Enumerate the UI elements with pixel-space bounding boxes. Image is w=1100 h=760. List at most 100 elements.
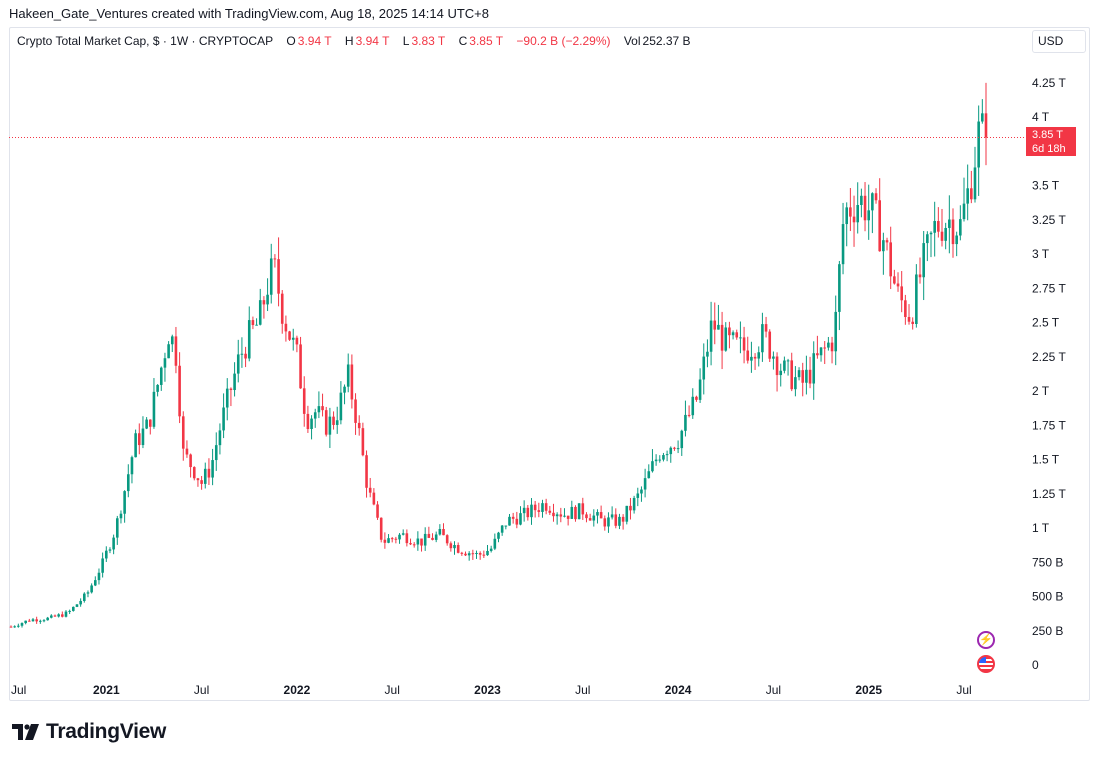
candle-down — [559, 514, 563, 517]
candle-down — [185, 448, 189, 455]
candle-up — [343, 386, 346, 393]
candle-up — [203, 468, 207, 484]
candle-up — [94, 580, 97, 586]
tradingview-logo-icon — [12, 724, 39, 740]
legend-high-label: H — [344, 34, 354, 48]
flash-icon[interactable]: ⚡ — [977, 631, 995, 649]
candle-down — [566, 515, 570, 519]
x-tick-label: Jul — [385, 683, 400, 697]
candle-up — [339, 392, 343, 421]
y-tick-label: 1.25 T — [1032, 487, 1066, 501]
candle-down — [574, 506, 577, 520]
candle-up — [654, 459, 658, 462]
candle-up — [973, 167, 977, 200]
candle-down — [768, 331, 772, 359]
candle-up — [761, 324, 764, 353]
candle-up — [676, 448, 680, 450]
last-price-value: 3.85 T — [1032, 129, 1063, 141]
candle-up — [46, 617, 49, 621]
legend-high-value: 3.94 T — [355, 34, 390, 48]
tradingview-logo: TradingView — [12, 720, 166, 744]
candle-down — [35, 619, 38, 622]
candle-down — [746, 350, 750, 361]
candle-up — [860, 195, 863, 205]
candle-up — [709, 320, 713, 352]
y-tick-label: 250 B — [1032, 624, 1063, 638]
y-axis: 0 250 B 500 B 750 B 1 T 1.25 T 1.5 T 1.75 T 2 T 2… — [1032, 76, 1066, 672]
y-tick-label: 4 T — [1032, 110, 1050, 124]
candle-up — [669, 447, 673, 455]
x-tick-label: Jul — [766, 683, 781, 697]
candle-down — [273, 258, 277, 260]
candle-down — [368, 487, 372, 493]
candle-down — [970, 188, 973, 200]
candle-up — [625, 505, 629, 522]
candle-up — [79, 600, 82, 605]
candle-down — [251, 320, 255, 326]
candle-down — [585, 514, 588, 519]
candle-down — [603, 518, 607, 527]
candle-up — [291, 337, 295, 340]
candles — [9, 82, 988, 628]
candle-up — [475, 552, 478, 555]
candle-up — [977, 121, 980, 168]
candle-down — [720, 324, 724, 351]
candle-up — [926, 234, 929, 244]
candle-down — [361, 428, 365, 456]
legend-symbol[interactable]: Crypto Total Market Cap, $ · 1W · CRYPTO… — [17, 34, 274, 48]
candle-down — [460, 552, 464, 554]
candle-down — [673, 447, 676, 449]
us-flag-icon[interactable] — [977, 655, 995, 673]
legend-low-value: 3.83 T — [411, 34, 446, 48]
candle-up — [57, 614, 60, 617]
candle-up — [24, 620, 27, 624]
candle-down — [896, 283, 900, 287]
candle-up — [739, 337, 742, 339]
chart-canvas[interactable]: 0 250 B 500 B 750 B 1 T 1.25 T 1.5 T 1.75 T 2 T 2… — [9, 27, 1090, 701]
candle-down — [852, 216, 856, 223]
candle-down — [196, 478, 200, 481]
bar-countdown: 6d 18h — [1032, 143, 1066, 155]
candle-down — [713, 320, 717, 330]
candle-up — [31, 619, 35, 622]
candle-up — [922, 243, 925, 278]
candle-down — [324, 410, 328, 435]
candle-up — [500, 525, 504, 533]
candle-up — [119, 513, 123, 519]
candle-up — [152, 391, 156, 427]
candle-up — [783, 360, 786, 371]
candle-up — [269, 258, 273, 295]
legend-close-label: C — [458, 34, 468, 48]
candle-up — [317, 406, 321, 413]
candle-down — [526, 507, 530, 518]
legend-volume-label: Vol — [623, 34, 641, 48]
candle-down — [431, 537, 434, 540]
candle-up — [86, 592, 90, 594]
candle-up — [757, 352, 761, 359]
y-tick-label: 1.5 T — [1032, 453, 1060, 467]
candle-up — [346, 364, 350, 387]
candle-up — [112, 537, 115, 550]
candle-down — [695, 396, 698, 400]
candle-down — [299, 344, 302, 389]
y-tick-label: 3.5 T — [1032, 179, 1060, 193]
candle-up — [13, 626, 16, 628]
candle-up — [838, 264, 841, 312]
legend-open-label: O — [286, 34, 296, 48]
candle-down — [588, 518, 592, 521]
candle-up — [717, 324, 720, 330]
candle-up — [115, 518, 119, 538]
candle-down — [181, 416, 185, 449]
candle-down — [830, 342, 834, 352]
candle-up — [530, 504, 533, 518]
candle-down — [379, 517, 383, 540]
y-tick-label: 0 — [1032, 658, 1039, 672]
y-tick-label: 2.25 T — [1032, 350, 1066, 364]
candle-up — [684, 414, 687, 431]
currency-button[interactable]: USD — [1032, 30, 1086, 53]
candle-up — [225, 388, 229, 408]
candle-down — [189, 454, 192, 468]
candle-up — [310, 418, 313, 430]
candle-up — [563, 515, 566, 517]
y-tick-label: 500 B — [1032, 590, 1063, 604]
